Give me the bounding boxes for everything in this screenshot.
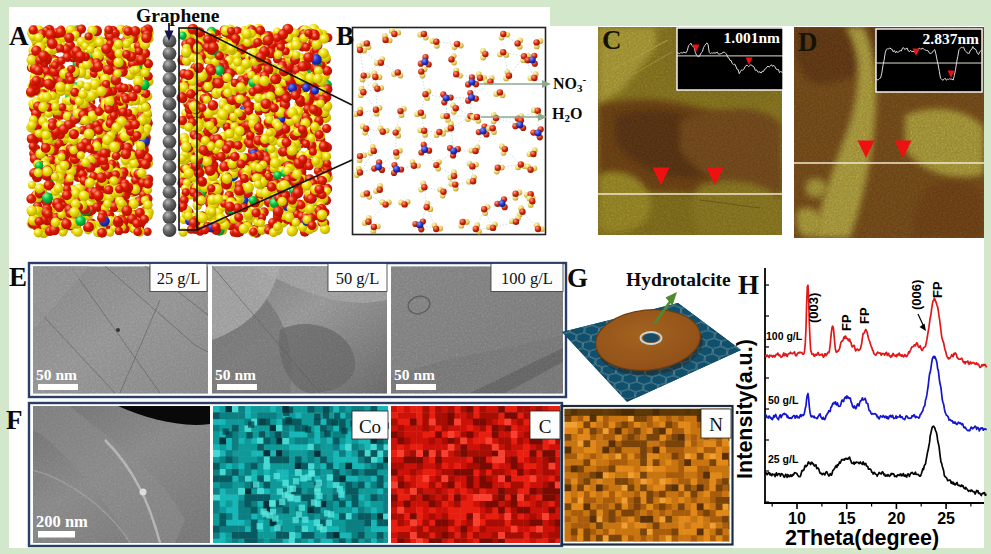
svg-text:Intensity(a.u.): Intensity(a.u.): [733, 339, 757, 479]
svg-text:2Theta(degree): 2Theta(degree): [785, 526, 939, 550]
svg-text:25 g/L: 25 g/L: [768, 453, 799, 465]
svg-text:25: 25: [937, 510, 955, 527]
svg-text:50 g/L: 50 g/L: [768, 394, 799, 406]
svg-text:20: 20: [888, 510, 906, 527]
svg-text:FP: FP: [930, 281, 945, 298]
svg-text:100 g/L: 100 g/L: [766, 330, 803, 342]
svg-text:(003): (003): [806, 293, 821, 323]
svg-text:10: 10: [788, 510, 806, 527]
svg-text:(006): (006): [909, 280, 924, 310]
svg-text:15: 15: [838, 510, 856, 527]
svg-text:FP: FP: [857, 307, 872, 324]
svg-text:FP: FP: [839, 314, 854, 331]
